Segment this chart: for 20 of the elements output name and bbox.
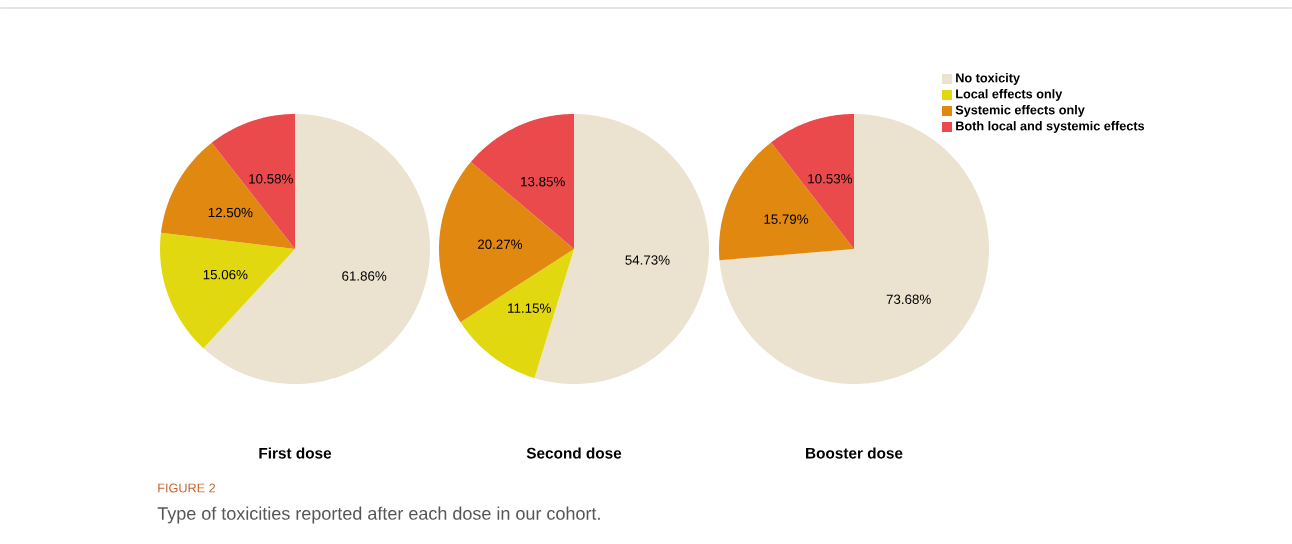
- text: Booster dose: [806, 447, 903, 459]
- caption: FIGURE 2: [158, 483, 216, 493]
- data-label: 11.15%: [508, 303, 551, 313]
- text: First dose: [259, 447, 332, 459]
- legend-label: Both local and systemic effects: [956, 121, 1145, 133]
- legend-label: No toxicity: [956, 73, 1020, 85]
- data-label: 20.27%: [477, 239, 523, 249]
- data-label: 73.68%: [886, 294, 931, 304]
- data-label: 13.85%: [521, 176, 565, 187]
- data-label: 15.79%: [764, 214, 809, 224]
- text: Type of toxicities reported after each dose in our cohort.: [157, 506, 600, 524]
- data-label: 10.58%: [249, 174, 293, 184]
- text: Second dose: [526, 447, 622, 459]
- data-label: 54.73%: [625, 255, 670, 265]
- data-label: 15.06%: [203, 269, 248, 280]
- data-label: 12.50%: [208, 207, 253, 218]
- legend-label: Local effects only: [956, 89, 1063, 101]
- data-label: 61.86%: [342, 271, 387, 281]
- legend-label: Systemic effects only: [955, 105, 1085, 117]
- data-label: 10.53%: [808, 174, 853, 184]
